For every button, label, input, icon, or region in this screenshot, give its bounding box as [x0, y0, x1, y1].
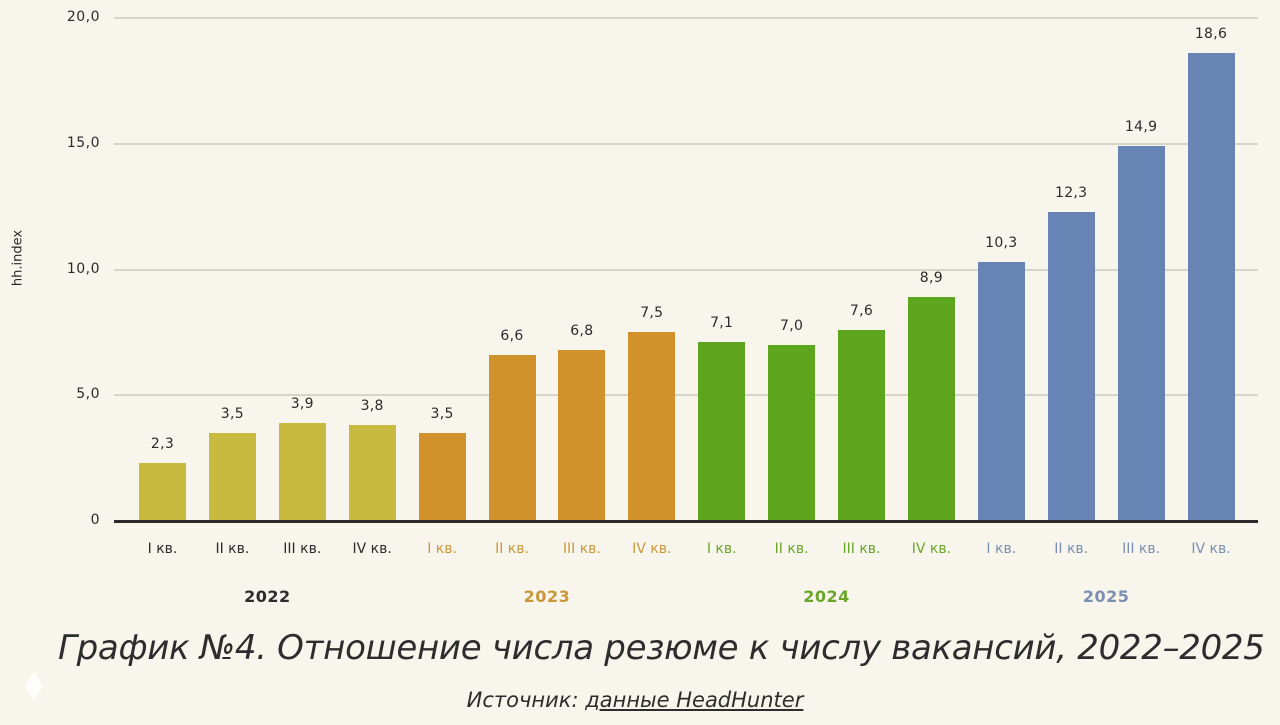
bar-value-label: 3,8: [360, 398, 384, 415]
y-tick-label: 15,0: [66, 134, 100, 151]
x-axis-baseline: [114, 520, 1258, 523]
bar: [558, 349, 606, 520]
gridline: [114, 268, 1258, 271]
bar: [1187, 53, 1235, 520]
x-tick-label: IV кв.: [1191, 541, 1231, 557]
bar-value-label: 6,8: [570, 322, 594, 339]
bar-value-label: 12,3: [1055, 184, 1088, 201]
x-tick-label: I кв.: [427, 541, 457, 557]
x-tick-label: III кв.: [1122, 541, 1161, 557]
bar-value-label: 8,9: [919, 270, 943, 287]
x-tick-label: III кв.: [562, 541, 601, 557]
chart-caption: График №4. Отношение числа резюме к числ…: [58, 628, 1265, 668]
bar: [488, 355, 536, 520]
bar-value-label: 7,6: [849, 302, 874, 319]
year-group-label: 2022: [244, 587, 291, 606]
bar-value-label: 7,0: [780, 317, 804, 334]
y-axis-label: hh.index: [10, 229, 26, 287]
x-tick-label: II кв.: [215, 541, 250, 557]
x-tick-label: IV кв.: [632, 541, 672, 557]
year-group-label: 2025: [1082, 587, 1130, 606]
year-group-label: 2024: [803, 587, 850, 606]
source-prefix: Источник:: [466, 688, 586, 712]
gridline: [114, 394, 1258, 397]
x-tick-label: I кв.: [147, 541, 178, 557]
logo-icon: [25, 672, 43, 700]
bar-value-label: 14,9: [1124, 119, 1158, 136]
x-tick-label: I кв.: [706, 541, 737, 557]
x-tick-label: III кв.: [842, 541, 881, 557]
bar: [838, 329, 885, 520]
y-tick-label: 0: [90, 512, 100, 528]
bar-value-label: 3,9: [290, 395, 314, 412]
y-tick-label: 5,0: [76, 386, 100, 403]
bar-value-label: 7,5: [640, 305, 664, 322]
x-tick-label: II кв.: [495, 541, 529, 557]
x-tick-label: II кв.: [774, 541, 809, 557]
bar: [348, 425, 396, 520]
gridline: [114, 142, 1258, 145]
bar: [418, 432, 466, 520]
gridline: [114, 17, 1258, 19]
bar: [1117, 146, 1165, 520]
bar: [628, 332, 676, 520]
x-tick-label: III кв.: [283, 541, 322, 557]
x-tick-label: IV кв.: [911, 541, 952, 557]
bar-chart: hh.index 0 5,0 10,0 15,0 20,0 2,3 3,5 3,9 3,8 3,…: [10, 9, 1258, 606]
bar: [139, 463, 186, 520]
x-tick-label: IV кв.: [352, 541, 392, 557]
y-tick-label: 20,0: [66, 9, 100, 25]
bar: [907, 297, 955, 520]
bar-value-label: 10,3: [985, 234, 1018, 251]
source-line: Источник: данные HeadHunter: [0, 688, 1270, 712]
bar-value-label: 18,6: [1194, 26, 1228, 43]
source-link[interactable]: данные HeadHunter: [585, 688, 804, 712]
bar: [278, 422, 326, 520]
bar: [698, 342, 746, 520]
bar-value-label: 7,1: [710, 315, 734, 332]
x-tick-label: I кв.: [986, 541, 1017, 557]
bar-value-label: 6,6: [500, 328, 524, 344]
bar-value-label: 3,5: [220, 405, 244, 422]
year-group-label: 2023: [523, 587, 571, 606]
x-tick-label: II кв.: [1054, 541, 1089, 557]
bar: [208, 432, 256, 520]
bar-value-label: 2,3: [150, 436, 175, 453]
bar-value-label: 3,5: [430, 405, 454, 422]
bar: [977, 261, 1025, 520]
bar: [768, 344, 816, 520]
bar: [1047, 211, 1095, 520]
y-tick-label: 10,0: [66, 260, 100, 277]
